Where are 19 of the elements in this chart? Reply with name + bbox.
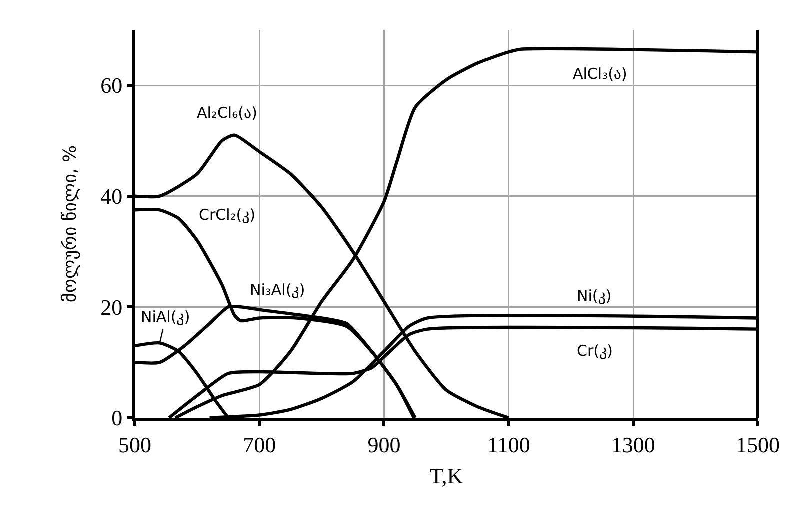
annotation: Al₂Cl₆(ა) [197,104,258,122]
x-tick-label: 1500 [736,432,780,458]
annotation: NiAl(კ) [141,308,190,326]
annotation: Ni₃Al(კ) [250,281,306,299]
x-tick-label: 1100 [487,432,530,458]
y-tick-label: 60 [100,73,123,98]
y-tick-label: 20 [100,294,123,320]
x-tick-label: 500 [118,432,152,458]
y-axis-title: მოლური წილი, % [60,145,81,303]
x-tick-label: 1300 [611,432,656,458]
annotation: CrCl₂(კ) [199,206,256,224]
annotation: Ni(კ) [577,287,612,305]
y-tick-label: 0 [112,406,123,431]
y-tick-label: 40 [100,184,123,209]
annotation: Cr(კ) [577,342,613,360]
annotation: AlCl₃(ა) [573,65,628,83]
x-tick-label: 700 [243,432,276,458]
x-axis-title: T,K [430,463,464,488]
x-tick-label: 900 [368,432,401,458]
